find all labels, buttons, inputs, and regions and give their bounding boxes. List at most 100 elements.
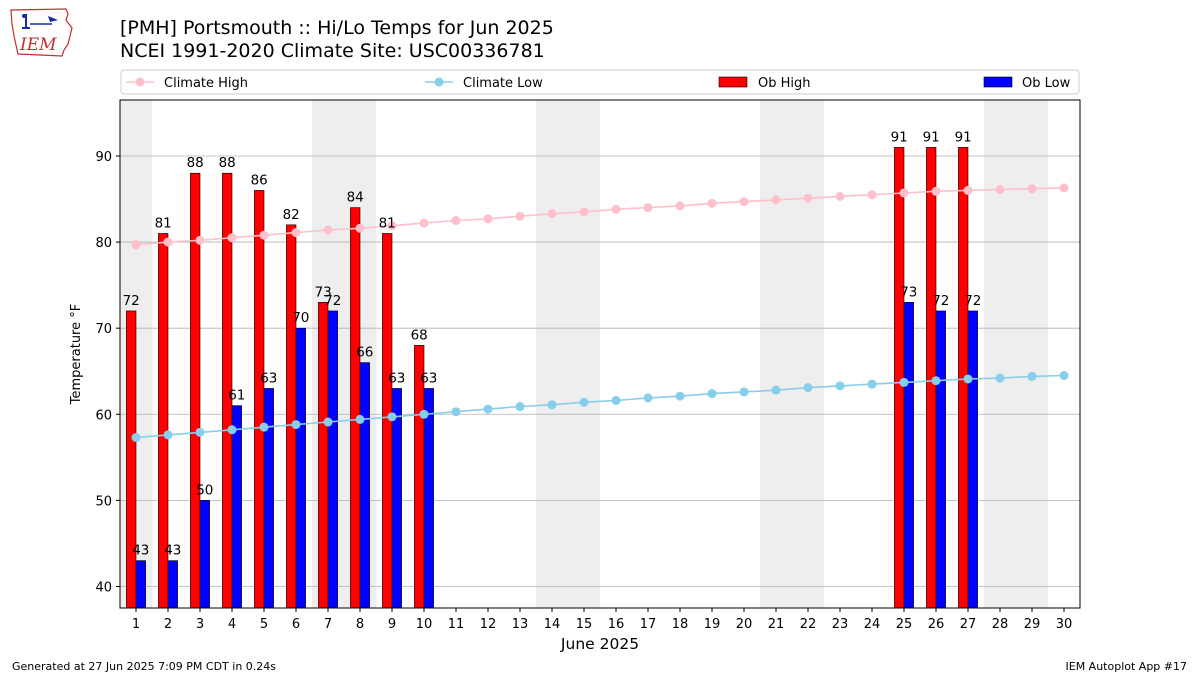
x-tick-label: 23 — [832, 617, 849, 632]
climate-high-marker — [963, 185, 973, 195]
climate-high-marker — [803, 193, 813, 203]
x-tick-label: 9 — [388, 617, 396, 632]
ob-low-bar — [167, 560, 178, 609]
ob-low-bar — [423, 388, 434, 609]
climate-high-line — [135, 187, 1065, 246]
ob-low-bar — [391, 388, 402, 609]
x-tick-label: 18 — [672, 617, 689, 632]
x-tick-label: 28 — [992, 617, 1009, 632]
ob-low-label: 66 — [356, 345, 373, 361]
climate-low-marker — [611, 395, 621, 405]
climate-high-marker — [195, 235, 205, 245]
legend-ob-low-swatch — [983, 76, 1013, 88]
climate-high-marker — [547, 209, 557, 219]
climate-high-marker — [1059, 183, 1069, 193]
climate-low-marker — [1059, 371, 1069, 381]
climate-high-marker — [771, 195, 781, 205]
climate-low-marker — [387, 412, 397, 422]
x-tick-label: 30 — [1056, 617, 1073, 632]
y-tick-label: 80 — [95, 236, 112, 251]
ob-low-bar — [327, 310, 338, 609]
x-tick-label: 6 — [292, 617, 300, 632]
ob-low-bar — [903, 302, 914, 609]
ob-high-label: 81 — [155, 215, 172, 231]
ob-low-label: 70 — [292, 310, 309, 326]
x-tick-label: 4 — [228, 617, 236, 632]
ob-high-label: 68 — [411, 327, 428, 343]
climate-low-marker — [675, 391, 685, 401]
climate-low-marker — [963, 374, 973, 384]
chart-subtitle: NCEI 1991-2020 Climate Site: USC00336781 — [120, 40, 545, 62]
climate-low-marker — [163, 430, 173, 440]
ob-high-bar — [350, 207, 361, 609]
x-axis-label: June 2025 — [560, 635, 639, 653]
y-tick-label: 40 — [95, 580, 112, 595]
climate-low-marker — [419, 409, 429, 419]
climate-high-marker — [835, 191, 845, 201]
climate-low-marker — [451, 407, 461, 417]
ob-low-bar — [967, 310, 978, 609]
climate-low-marker — [835, 381, 845, 391]
climate-low-marker — [899, 377, 909, 387]
ob-high-label: 88 — [187, 155, 204, 171]
climate-high-marker — [995, 185, 1005, 195]
legend-climate-low-label: Climate Low — [463, 76, 543, 91]
climate-high-marker — [931, 186, 941, 196]
climate-high-marker — [355, 223, 365, 233]
y-tick-label: 50 — [95, 494, 112, 509]
climate-high-marker — [419, 218, 429, 228]
weekend-shade-band — [1016, 100, 1048, 608]
x-tick-label: 20 — [736, 617, 753, 632]
climate-high-marker — [131, 240, 141, 250]
ob-high-bar — [318, 302, 329, 609]
x-tick-label: 21 — [768, 617, 785, 632]
app-footer: IEM Autoplot App #17 — [1065, 660, 1188, 673]
climate-lines — [131, 183, 1069, 443]
climate-low-marker — [259, 422, 269, 432]
climate-low-marker — [483, 404, 493, 414]
x-tick-label: 2 — [164, 617, 172, 632]
climate-high-marker — [867, 190, 877, 200]
x-tick-label: 24 — [864, 617, 881, 632]
x-tick-label: 15 — [576, 617, 593, 632]
ob-low-label: 61 — [228, 388, 245, 404]
x-tick-label: 10 — [416, 617, 433, 632]
climate-low-line — [135, 374, 1065, 439]
climate-high-marker — [611, 204, 621, 214]
x-tick-label: 22 — [800, 617, 817, 632]
ob-low-label: 63 — [388, 370, 405, 386]
climate-high-marker — [643, 203, 653, 213]
climate-high-marker — [739, 197, 749, 207]
weekend-shade-band — [568, 100, 600, 608]
ob-high-label: 73 — [315, 284, 332, 300]
climate-high-marker — [163, 237, 173, 247]
x-tick-label: 11 — [448, 617, 465, 632]
x-tick-label: 16 — [608, 617, 625, 632]
legend: Climate High Climate Low Ob High Ob Low — [120, 69, 1080, 95]
ob-high-label: 86 — [251, 172, 268, 188]
climate-low-marker — [355, 414, 365, 424]
gridlines — [120, 155, 1080, 587]
ob-high-label: 72 — [123, 293, 140, 309]
x-tick-label: 3 — [196, 617, 204, 632]
ob-low-bar — [935, 310, 946, 609]
climate-high-marker — [483, 214, 493, 224]
ob-low-bar — [199, 500, 210, 609]
legend-climate-high-label: Climate High — [164, 76, 248, 91]
ob-low-bar — [263, 388, 274, 609]
ob-high-bar — [286, 224, 297, 609]
climate-low-marker — [771, 385, 781, 395]
ob-low-label: 43 — [132, 543, 149, 559]
x-tick-label: 8 — [356, 617, 364, 632]
data-labels: 72 81 88 88 86 82 73 84 81 68 91 91 91 43 43 50 61 63 70 72… — [123, 129, 982, 558]
climate-high-marker — [227, 233, 237, 243]
legend-ob-low-label: Ob Low — [1022, 76, 1071, 91]
legend-climate-low-marker — [434, 77, 444, 87]
svg-text:IEM: IEM — [19, 35, 57, 55]
climate-high-marker — [1027, 184, 1037, 194]
x-tick-label: 12 — [480, 617, 497, 632]
climate-low-marker — [739, 387, 749, 397]
climate-low-marker — [579, 397, 589, 407]
climate-high-marker — [387, 221, 397, 231]
weekend-shade-band — [536, 100, 568, 608]
